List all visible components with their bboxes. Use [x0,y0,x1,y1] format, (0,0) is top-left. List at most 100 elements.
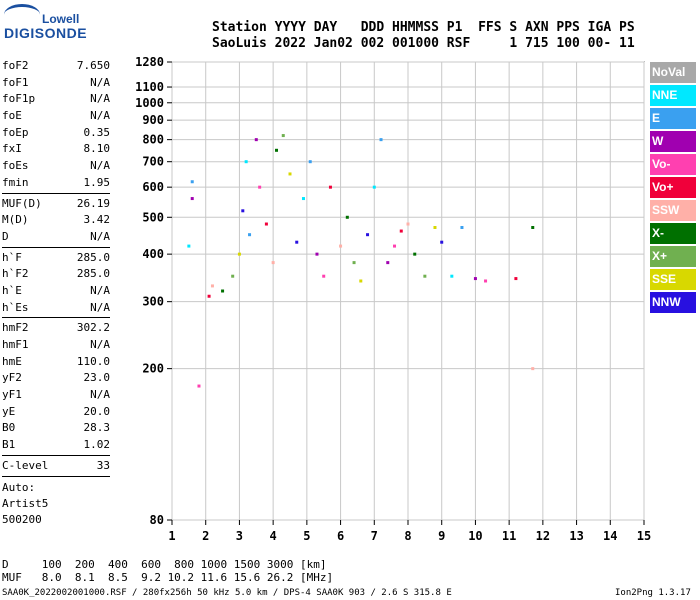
param-value: 8.10 [83,142,111,156]
param-value: 302.2 [76,321,110,335]
param-name: MUF(D) [2,196,42,210]
x-tick-label: 9 [438,529,445,543]
param-name: C-level [2,458,49,472]
legend-item-e: E [650,108,696,129]
divider [2,246,110,248]
param-row: hmE 110.0 [2,354,110,371]
param-value: N/A [90,300,110,314]
param-value: 0.35 [83,125,111,139]
x-axis-labels: 1 2 3 4 5 6 7 8 9 10 11 12 13 14 15 [168,529,651,543]
echo-point [322,274,326,278]
echo-point [197,384,201,388]
echo-point [450,274,454,278]
param-name: D [2,229,9,243]
echo-point [406,222,410,226]
param-group-3: h`F 285.0 h`F2 285.0 h`E N/A h`Es N/A [2,250,110,317]
x-tick-label: 14 [603,529,617,543]
y-tick-label: 400 [142,247,164,261]
param-value: N/A [90,388,110,402]
auto-version: 500200 [2,513,42,526]
echo-point [473,277,477,281]
echo-point [484,279,488,283]
echo-point [514,277,518,281]
x-tick-label: 2 [202,529,209,543]
legend-item-x: X+ [650,246,696,267]
param-row: fxI 8.10 [2,141,110,158]
param-value: 1.95 [83,175,111,189]
param-name: h`F [2,250,22,264]
footer-version: Ion2Png 1.3.17 [615,588,691,598]
param-row: h`F 285.0 [2,250,110,267]
param-name: yE [2,404,16,418]
x-tick-label: 1 [168,529,175,543]
echo-point [413,252,417,256]
legend-item-vo: Vo- [650,154,696,175]
muf-distance-row: D 100 200 400 600 800 1000 1500 3000 [km… [2,558,327,571]
echo-point [440,240,444,244]
param-name: foEs [2,159,29,173]
param-name: yF1 [2,388,22,402]
x-tick-label: 4 [270,529,277,543]
muf-value-row: MUF 8.0 8.1 8.5 9.2 10.2 11.6 15.6 26.2 … [2,571,334,584]
echo-point [241,209,245,213]
param-name: foF2 [2,59,29,72]
param-name: h`F2 [2,267,29,281]
param-value: N/A [90,338,110,351]
param-value: 285.0 [76,250,110,264]
param-value: N/A [90,92,110,106]
echo-point [271,261,275,265]
legend: NoVal NNE E W Vo- Vo+ SSW X- X+ SSE NNW [650,62,696,315]
logo-brand-top: Lowell [42,12,80,26]
echo-point [258,185,262,189]
y-tick-label: 900 [142,113,164,127]
echo-point [366,233,370,237]
y-axis-labels: 80 200 300 400 500 600 700 800 900 1000 1100 1280 [135,55,164,527]
legend-item-w: W [650,131,696,152]
echo-point [359,279,363,283]
param-row: h`F2 285.0 [2,266,110,283]
x-tick-label: 15 [637,529,651,543]
y-tick-label: 200 [142,362,164,376]
echo-point [237,252,241,256]
legend-item-nnw: NNW [650,292,696,313]
param-row: yF1 N/A [2,387,110,404]
param-value: N/A [90,283,110,297]
param-group-4: hmF2 302.2 hmF1 N/A hmE 110.0 yF2 23.0 yF1 N/A yE 2… [2,320,110,454]
header-line-1: Station YYYY DAY DDD HHMMSS P1 FFS S AXN… [212,20,635,35]
param-name: B1 [2,438,16,452]
param-group-2: MUF(D) 26.19 M(D) 3.42 D N/A [2,196,110,246]
echo-point [190,180,194,184]
param-name: foF1 [2,75,29,89]
echo-point [244,160,248,164]
echo-point [433,225,437,229]
param-row: M(D) 3.42 [2,212,110,229]
param-value: N/A [90,75,110,89]
param-name: hmF1 [2,338,29,351]
echo-point [248,233,252,237]
grid [171,61,645,521]
param-row: yE 20.0 [2,404,110,421]
param-row: foEp 0.35 [2,125,110,142]
echo-point [264,222,268,226]
divider [2,192,110,194]
param-value: 26.19 [76,196,110,210]
param-value: 285.0 [76,267,110,281]
param-row: B0 28.3 [2,420,110,437]
param-value: 23.0 [83,371,111,385]
param-name: fmin [2,175,29,189]
param-value: 7.650 [76,59,110,72]
auto-program: Artist5 [2,497,49,510]
param-name: hmE [2,354,22,368]
param-group-1: foF2 7.650 foF1 N/A foF1p N/A foE N/A foEp 0.35 fx… [2,58,110,192]
echo-point [531,367,535,371]
param-name: foF1p [2,92,36,106]
param-group-5: C-level 33 [2,458,110,475]
echo-point [295,240,299,244]
param-name: yF2 [2,371,22,385]
echo-point [460,225,464,229]
x-tick-label: 12 [536,529,550,543]
y-tick-label: 1280 [135,55,164,69]
axis-ticks [167,61,645,525]
echo-point [288,172,292,176]
